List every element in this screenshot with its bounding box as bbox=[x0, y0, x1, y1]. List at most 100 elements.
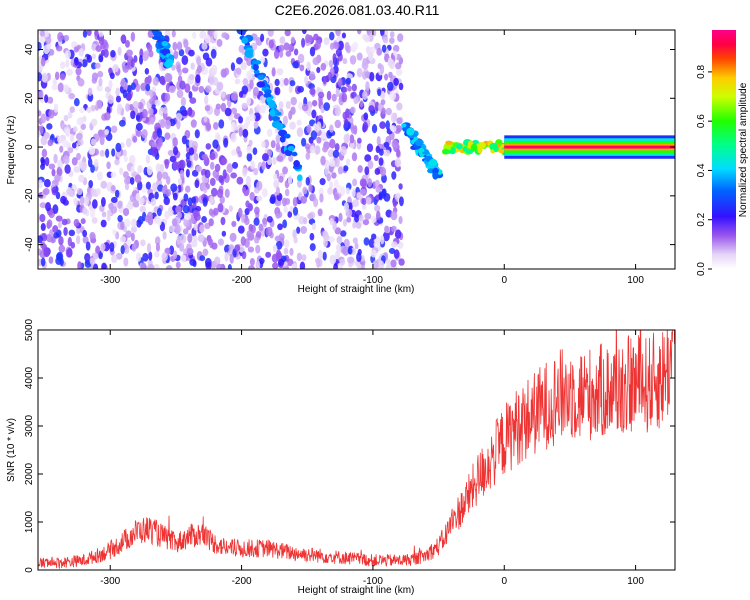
heatmap-cell bbox=[125, 103, 130, 112]
heatmap-cell bbox=[176, 64, 181, 73]
heatmap-cell bbox=[247, 246, 255, 253]
heatmap-bright-streak-2 bbox=[253, 69, 260, 75]
spectrogram-y-label: Frequency (Hz) bbox=[6, 116, 17, 185]
heatmap-cell bbox=[135, 192, 141, 201]
heatmap-cell bbox=[288, 155, 294, 162]
heatmap-cell bbox=[272, 244, 278, 253]
colorbar-gradient bbox=[712, 30, 736, 269]
heatmap-cell bbox=[312, 57, 320, 66]
heatmap-cell bbox=[73, 98, 80, 107]
heatmap-cell bbox=[381, 91, 386, 100]
heatmap-cell bbox=[349, 55, 357, 65]
heatmap-cell bbox=[350, 106, 356, 114]
heatmap-cell bbox=[38, 235, 43, 244]
heatmap-cell bbox=[142, 53, 149, 62]
spectrogram-xtick-label: -200 bbox=[232, 275, 252, 286]
heatmap-cell bbox=[140, 183, 148, 193]
heatmap-cell bbox=[100, 219, 107, 228]
heatmap-cell bbox=[398, 258, 405, 266]
heatmap-bright-streak-2 bbox=[271, 115, 281, 122]
heatmap-cell bbox=[55, 45, 63, 52]
heatmap-cell bbox=[199, 255, 206, 262]
heatmap-cell bbox=[341, 92, 348, 103]
heatmap-cell bbox=[261, 140, 266, 148]
heatmap-cell bbox=[80, 123, 86, 130]
heatmap-cell bbox=[362, 121, 369, 132]
heatmap-cell bbox=[175, 205, 182, 214]
heatmap-cell bbox=[40, 113, 47, 124]
heatmap-cell bbox=[181, 109, 188, 117]
heatmap-cell bbox=[275, 240, 283, 250]
heatmap-cell bbox=[274, 78, 280, 87]
heatmap-cell bbox=[60, 195, 67, 205]
heatmap-cell bbox=[90, 187, 95, 197]
heatmap-cell bbox=[89, 208, 96, 218]
heatmap-cell bbox=[345, 77, 352, 85]
heatmap-cell bbox=[91, 217, 98, 224]
snr-y-ticks: 0 1000 2000 3000 4000 5000 bbox=[24, 318, 675, 573]
snr-y-label: SNR (10 * v/v) bbox=[6, 418, 17, 482]
heatmap-cell bbox=[91, 118, 98, 127]
heatmap-cell bbox=[284, 188, 290, 197]
heatmap-cell bbox=[56, 166, 62, 177]
heatmap-cell bbox=[210, 48, 217, 59]
heatmap-cell bbox=[145, 154, 151, 164]
heatmap-cell bbox=[212, 139, 219, 149]
heatmap-cell bbox=[287, 43, 294, 52]
heatmap-cell bbox=[240, 61, 247, 71]
heatmap-cell bbox=[392, 44, 400, 53]
heatmap-cell bbox=[97, 70, 104, 78]
heatmap-cell bbox=[185, 185, 191, 193]
heatmap-cell bbox=[249, 257, 255, 266]
heatmap-cell bbox=[110, 171, 117, 178]
heatmap-cell bbox=[161, 252, 168, 262]
heatmap-cell bbox=[322, 230, 329, 240]
heatmap-cell bbox=[391, 241, 398, 248]
heatmap-cell bbox=[76, 152, 81, 161]
heatmap-cell bbox=[290, 36, 296, 44]
heatmap-cell bbox=[165, 265, 173, 269]
heatmap-cell bbox=[332, 53, 337, 63]
snr-xtick-label: -200 bbox=[232, 576, 252, 587]
heatmap-steady-echo-band bbox=[504, 145, 675, 149]
heatmap-cell bbox=[265, 251, 272, 258]
heatmap-cell bbox=[67, 111, 73, 119]
heatmap-cell bbox=[329, 254, 337, 265]
heatmap-cell bbox=[123, 218, 131, 228]
heatmap-cell bbox=[130, 31, 136, 42]
heatmap-meteor-head bbox=[418, 148, 425, 153]
heatmap-cell bbox=[233, 124, 239, 131]
heatmap-cell bbox=[229, 232, 237, 242]
heatmap-cell bbox=[172, 160, 179, 171]
heatmap-cell bbox=[181, 55, 189, 66]
heatmap-cell bbox=[173, 50, 179, 60]
heatmap-cell bbox=[305, 152, 311, 160]
heatmap-cell bbox=[347, 256, 355, 264]
heatmap-cell bbox=[114, 158, 120, 166]
heatmap-cell bbox=[395, 68, 403, 76]
heatmap-cell bbox=[188, 91, 193, 99]
heatmap-cell bbox=[130, 82, 136, 91]
heatmap-cell bbox=[130, 58, 135, 68]
heatmap-cell bbox=[300, 226, 308, 234]
heatmap-cell bbox=[150, 197, 157, 207]
heatmap-cell bbox=[389, 31, 395, 38]
heatmap-cell bbox=[213, 122, 219, 130]
heatmap-cell bbox=[38, 110, 42, 117]
heatmap-cell bbox=[115, 142, 122, 153]
heatmap-cell bbox=[327, 71, 333, 81]
heatmap-cell bbox=[335, 30, 341, 37]
heatmap-cell bbox=[169, 155, 177, 163]
heatmap-cell bbox=[165, 188, 171, 197]
heatmap-cell bbox=[328, 59, 334, 68]
heatmap-cell bbox=[390, 259, 397, 268]
heatmap-echo-trail bbox=[470, 143, 478, 151]
heatmap-cell bbox=[39, 202, 47, 209]
heatmap-cell bbox=[220, 216, 226, 226]
heatmap-echo-trail bbox=[455, 143, 463, 150]
heatmap-cell bbox=[151, 141, 157, 149]
heatmap-cell bbox=[383, 141, 390, 148]
heatmap-bright-streak-2 bbox=[293, 160, 300, 168]
heatmap-cell bbox=[89, 231, 96, 239]
heatmap-cell bbox=[188, 49, 195, 57]
